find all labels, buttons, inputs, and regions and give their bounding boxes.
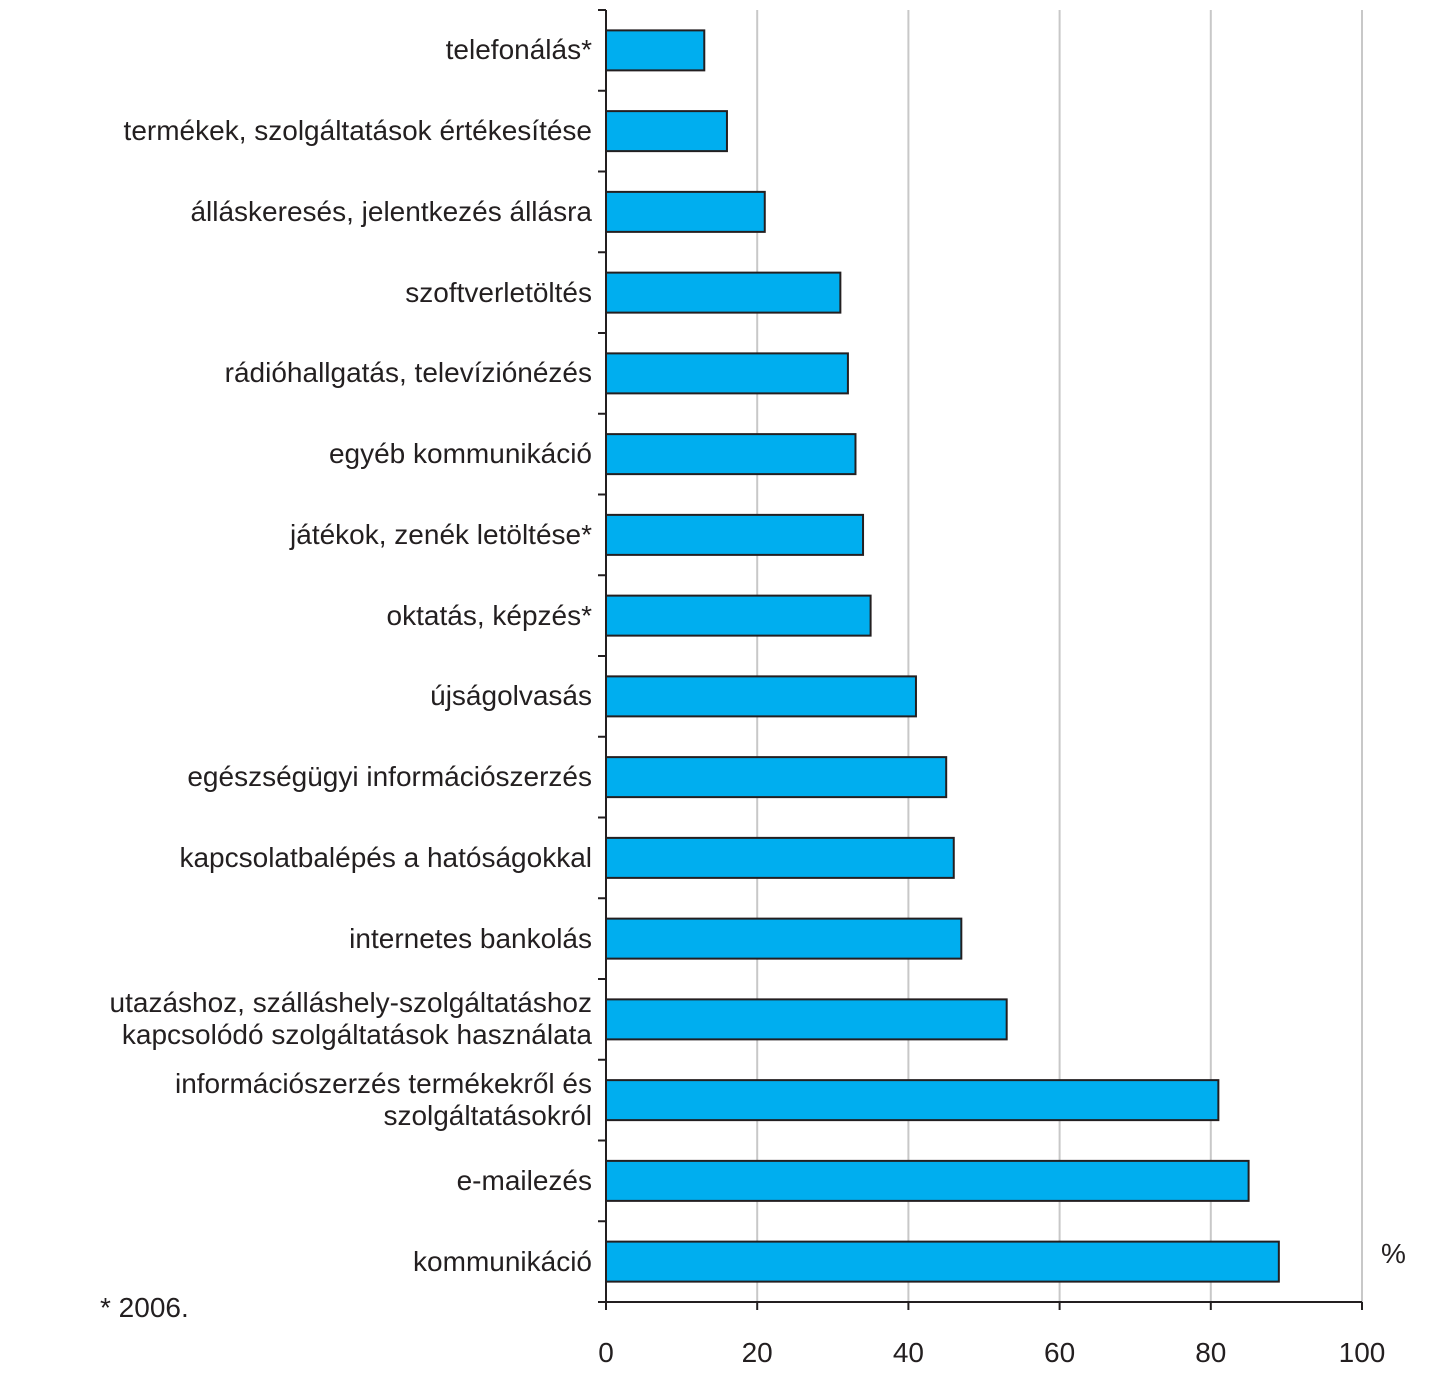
y-tick-label: játékok, zenék letöltése* bbox=[290, 518, 592, 550]
y-tick-label: újságolvasás bbox=[430, 680, 592, 712]
x-tick-label: 100 bbox=[1339, 1337, 1386, 1368]
bar bbox=[605, 433, 857, 476]
y-tick-label: termékek, szolgáltatások értékesítése bbox=[123, 115, 592, 147]
y-tick-label: egészségügyi információszerzés bbox=[187, 761, 592, 793]
bar bbox=[605, 1159, 1250, 1202]
y-tick-label: utazáshoz, szálláshely-szolgáltatáshoz k… bbox=[109, 987, 592, 1051]
bar bbox=[605, 1240, 1280, 1283]
y-tick-label: kommunikáció bbox=[413, 1245, 592, 1277]
unit-label: % bbox=[1381, 1238, 1406, 1269]
y-tick-label: e-mailezés bbox=[456, 1164, 592, 1196]
footnote: * 2006. bbox=[100, 1292, 189, 1323]
y-tick-label: információszerzés termékekről és szolgál… bbox=[174, 1068, 592, 1132]
bar bbox=[605, 594, 872, 637]
bar bbox=[605, 513, 865, 556]
bar bbox=[605, 190, 766, 233]
y-tick-label: telefonálás* bbox=[445, 34, 592, 66]
bar bbox=[605, 675, 917, 718]
x-tick-label: 0 bbox=[598, 1337, 614, 1368]
x-tick-label: 20 bbox=[742, 1337, 773, 1368]
y-tick-label: kapcsolatbalépés a hatóságokkal bbox=[179, 841, 592, 873]
y-tick-label: internetes bankolás bbox=[349, 922, 592, 954]
bar bbox=[605, 110, 728, 153]
bar bbox=[605, 271, 842, 314]
y-tick-label: egyéb kommunikáció bbox=[328, 438, 592, 470]
y-tick-label: rádióhallgatás, televízió­nézés bbox=[224, 357, 592, 389]
y-tick-label: szoftverletöltés bbox=[405, 276, 592, 308]
y-tick-label: álláskeresés, jelentkezés állásra bbox=[190, 195, 592, 227]
x-tick-label: 80 bbox=[1195, 1337, 1226, 1368]
bar bbox=[605, 29, 706, 72]
x-tick-label: 60 bbox=[1044, 1337, 1075, 1368]
bar bbox=[605, 1079, 1220, 1122]
bar bbox=[605, 917, 963, 960]
bar bbox=[605, 352, 849, 395]
bar bbox=[605, 998, 1008, 1041]
bar bbox=[605, 756, 948, 799]
bar bbox=[605, 836, 955, 879]
x-tick-label: 40 bbox=[893, 1337, 924, 1368]
y-tick-label: oktatás, képzés* bbox=[386, 599, 592, 631]
